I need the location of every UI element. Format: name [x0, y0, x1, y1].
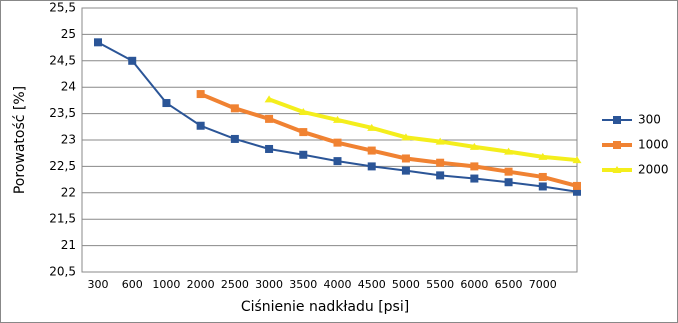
x-tick-label: 300 — [88, 278, 109, 291]
legend-marker — [613, 141, 621, 149]
point — [504, 167, 513, 176]
y-tick-label: 23 — [61, 133, 76, 147]
y-tick-label: 24 — [61, 80, 76, 94]
point — [538, 152, 548, 160]
point — [333, 115, 342, 123]
point — [230, 104, 239, 113]
x-tick-label: 2500 — [221, 278, 249, 291]
y-tick-label: 25,5 — [49, 1, 76, 15]
point — [333, 157, 342, 166]
legend-marker — [612, 166, 622, 173]
point — [265, 114, 274, 123]
point — [230, 134, 239, 143]
point — [436, 158, 445, 167]
x-tick-label: 2000 — [187, 278, 215, 291]
point — [299, 128, 308, 137]
x-tick-label: 3000 — [255, 278, 283, 291]
point — [469, 142, 479, 150]
point — [298, 108, 308, 116]
point — [572, 156, 582, 164]
point — [299, 150, 308, 159]
point — [573, 187, 581, 196]
y-tick-label: 21 — [61, 238, 76, 252]
point — [573, 181, 581, 190]
point — [435, 137, 445, 145]
legend-marker — [613, 116, 621, 124]
x-tick-label: 1000 — [152, 278, 180, 291]
x-tick-label: 600 — [122, 278, 143, 291]
point — [196, 121, 205, 130]
point — [538, 172, 547, 181]
point — [128, 56, 137, 65]
point — [470, 162, 479, 171]
y-tick-label: 22,5 — [49, 159, 76, 173]
x-tick-label: 4500 — [358, 278, 386, 291]
point — [94, 38, 102, 47]
y-tick-label: 21,5 — [49, 212, 76, 226]
x-tick-label: 6500 — [495, 278, 523, 291]
point — [162, 99, 171, 108]
x-tick-label: 5500 — [426, 278, 454, 291]
legend-label: 2000 — [638, 163, 669, 177]
point — [436, 171, 445, 180]
x-tick-label: 6000 — [460, 278, 488, 291]
x-tick-label: 3500 — [289, 278, 317, 291]
y-tick-label: 20,5 — [49, 265, 76, 279]
y-tick-label: 25 — [61, 27, 76, 41]
point — [504, 147, 514, 155]
point — [333, 138, 342, 147]
point — [265, 144, 274, 153]
y-tick-label: 22 — [61, 185, 76, 199]
x-tick-label: 4000 — [324, 278, 352, 291]
x-axis-title: Ciśnienie nadkładu [psi] — [241, 299, 409, 315]
y-tick-label: 24,5 — [49, 53, 76, 67]
point — [264, 95, 274, 103]
point — [401, 133, 411, 141]
series-line — [199, 92, 578, 188]
y-axis-title: Porowatość [%] — [12, 86, 28, 194]
point — [196, 90, 205, 99]
point — [504, 178, 513, 187]
series-line — [268, 97, 578, 163]
y-tick-label: 23,5 — [49, 106, 76, 120]
point — [367, 162, 376, 171]
point — [367, 123, 377, 131]
point — [401, 166, 410, 175]
x-tick-label: 7000 — [529, 278, 557, 291]
point — [367, 146, 376, 155]
x-tick-label: 5000 — [392, 278, 420, 291]
legend-label: 1000 — [638, 138, 669, 152]
legend-label: 300 — [638, 113, 661, 127]
point — [401, 154, 410, 163]
point — [470, 174, 479, 183]
point — [538, 182, 547, 191]
